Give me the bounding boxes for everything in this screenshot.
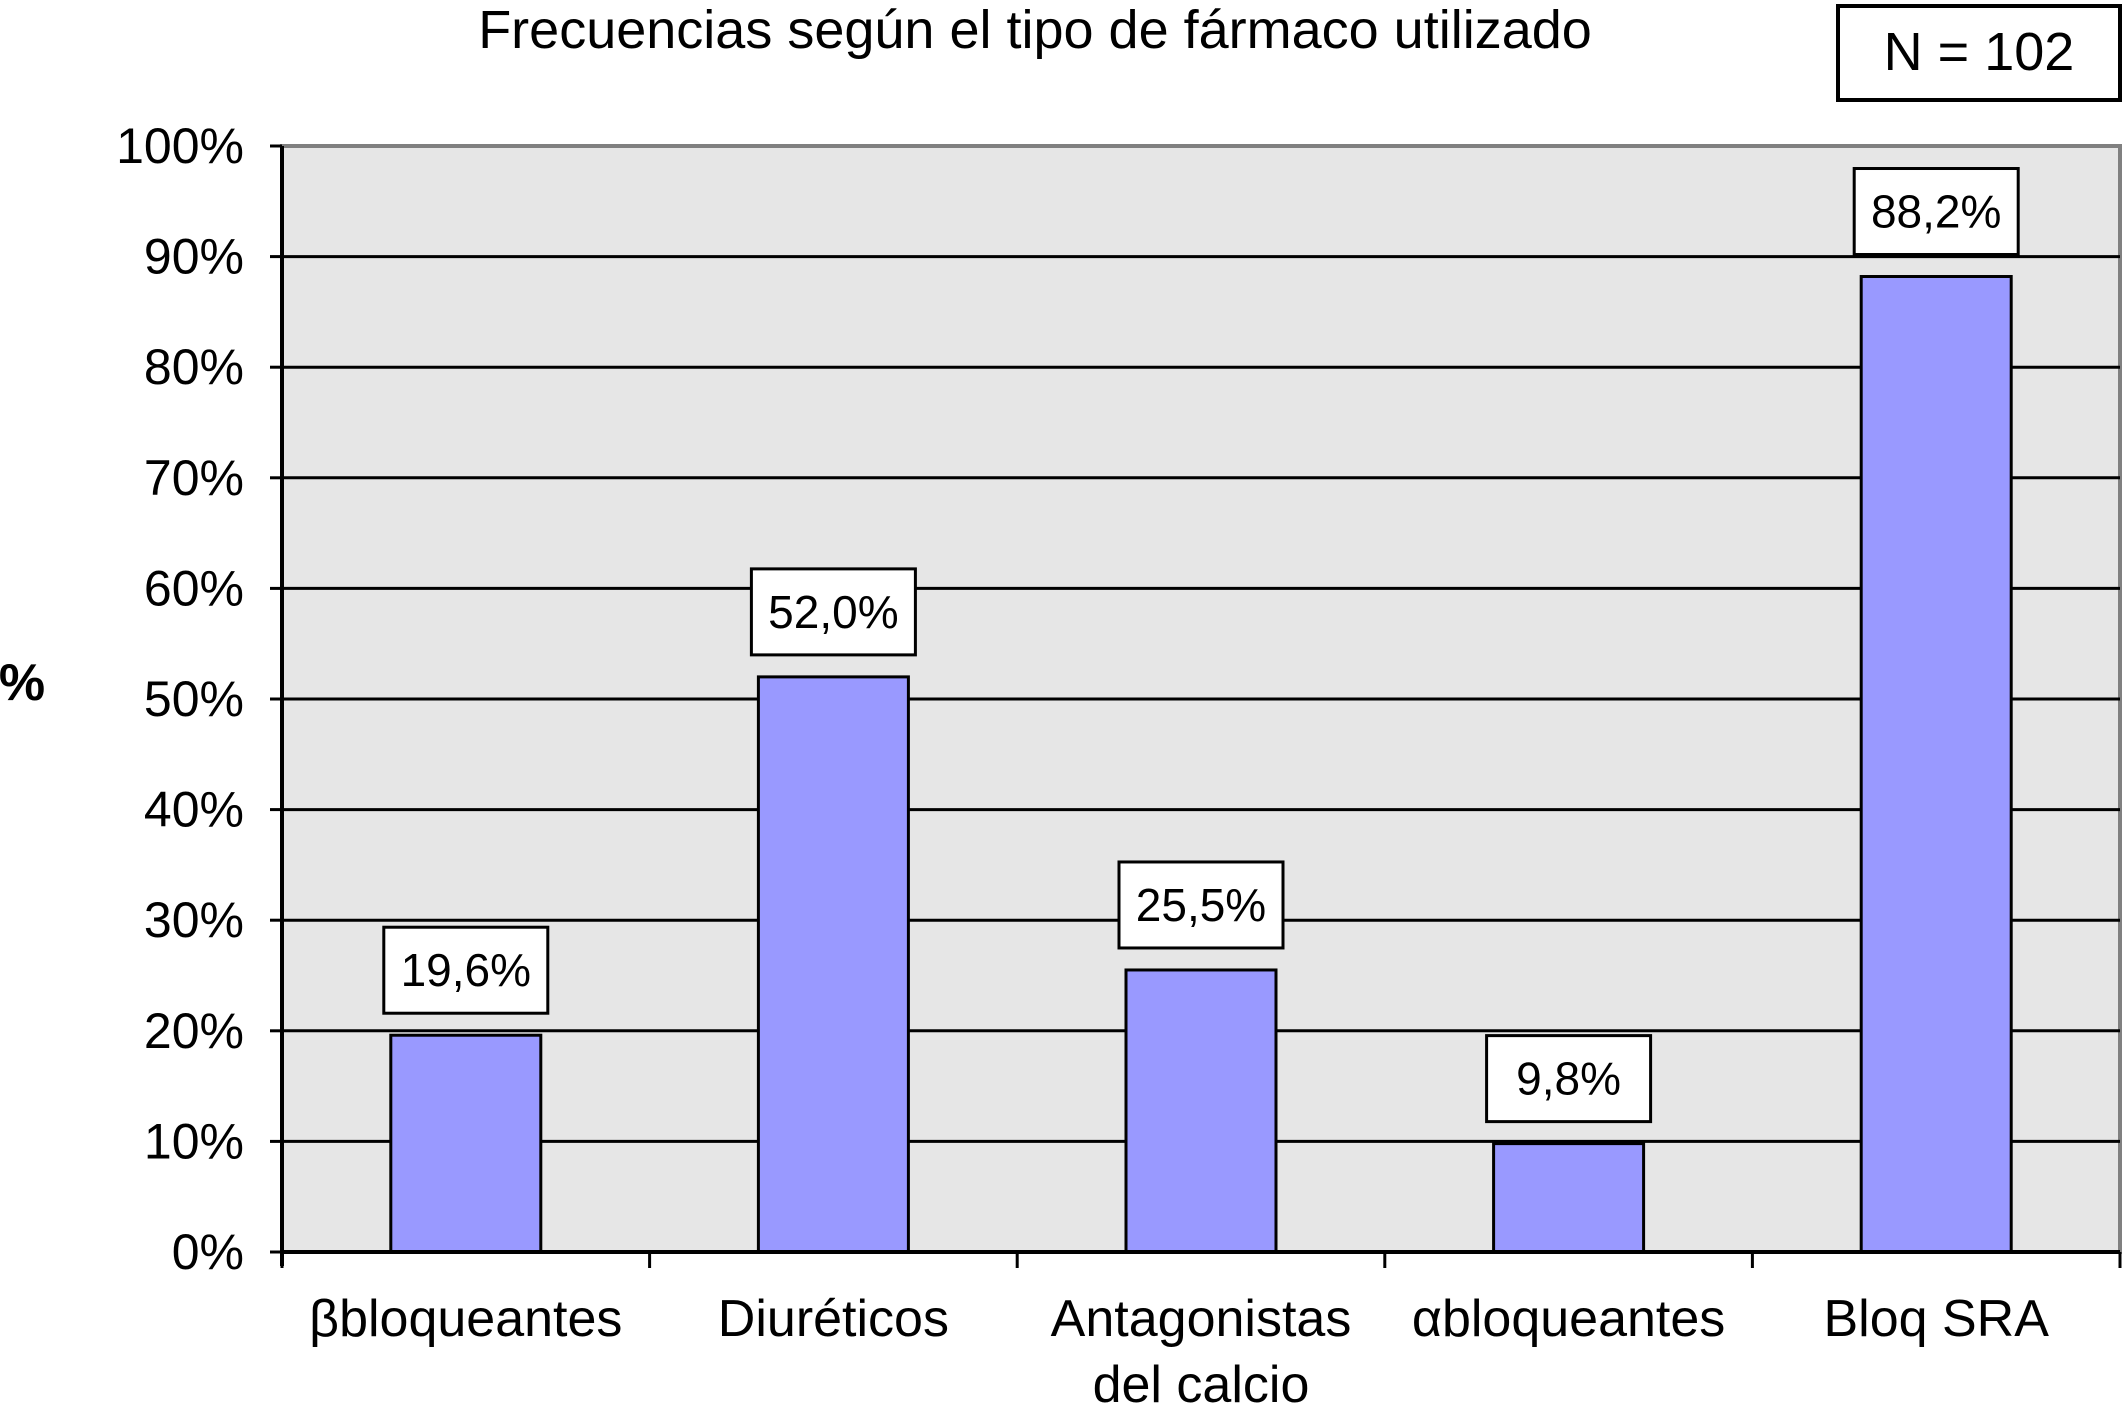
data-label-box bbox=[1485, 1034, 1653, 1124]
data-label-text: 88,2% bbox=[1871, 186, 2001, 238]
data-label-box bbox=[1117, 860, 1285, 950]
x-category-labels: βbloqueantes Diuréticos Antagonistas del ca… bbox=[309, 1290, 2049, 1414]
data-label: 52,0% bbox=[749, 567, 917, 657]
data-label: 88,2% bbox=[1852, 167, 2020, 257]
y-tick-label: 30% bbox=[144, 892, 244, 948]
bar bbox=[756, 675, 910, 1254]
bar bbox=[1124, 968, 1278, 1254]
x-category-label: Antagonistas del calcio bbox=[1051, 1290, 1352, 1414]
data-label-text: 52,0% bbox=[768, 586, 898, 638]
data-labels: 19,6% 52,0% 25,5% 9,8% 88,2% bbox=[382, 167, 2020, 1124]
y-tick-label: 70% bbox=[144, 450, 244, 506]
y-tick-label: 20% bbox=[144, 1003, 244, 1059]
sample-size-box: N = 102 bbox=[1836, 4, 2122, 102]
data-label-text: 9,8% bbox=[1516, 1053, 1621, 1105]
bar bbox=[1492, 1142, 1646, 1254]
y-tick-labels: 0% 10% 20% 30% 40% 50% 60% 70% 80% 90% 100% bbox=[116, 118, 244, 1280]
data-label: 25,5% bbox=[1117, 860, 1285, 950]
sample-size-frame bbox=[1836, 4, 2122, 102]
y-tick-label: 0% bbox=[172, 1224, 244, 1280]
y-tick-label: 40% bbox=[144, 782, 244, 838]
chart-title: Frecuencias según el tipo de fármaco uti… bbox=[478, 0, 1592, 60]
y-tick-label: 90% bbox=[144, 229, 244, 285]
data-label-text: 25,5% bbox=[1136, 879, 1266, 931]
x-category-label: αbloqueantes bbox=[1412, 1290, 1725, 1348]
data-label-box bbox=[382, 925, 550, 1015]
y-axis-label: % bbox=[0, 654, 45, 712]
x-category-label: Diuréticos bbox=[718, 1290, 949, 1348]
x-category-label: Bloq SRA bbox=[1823, 1290, 2049, 1348]
bar bbox=[389, 1033, 543, 1254]
bars bbox=[389, 275, 2013, 1254]
y-tick-label: 100% bbox=[116, 118, 244, 174]
data-label-box bbox=[1852, 167, 2020, 257]
x-category-label: βbloqueantes bbox=[309, 1290, 622, 1348]
data-label: 9,8% bbox=[1485, 1034, 1653, 1124]
y-tick-label: 10% bbox=[144, 1113, 244, 1169]
bar bbox=[1859, 275, 2013, 1254]
data-label: 19,6% bbox=[382, 925, 550, 1015]
data-label-text: 19,6% bbox=[401, 944, 531, 996]
y-tick-label: 80% bbox=[144, 339, 244, 395]
y-tick-label: 50% bbox=[144, 671, 244, 727]
sample-size-label: N = 102 bbox=[1884, 22, 2075, 82]
axes bbox=[270, 144, 2122, 1268]
data-label-box bbox=[749, 567, 917, 657]
y-tick-label: 60% bbox=[144, 560, 244, 616]
